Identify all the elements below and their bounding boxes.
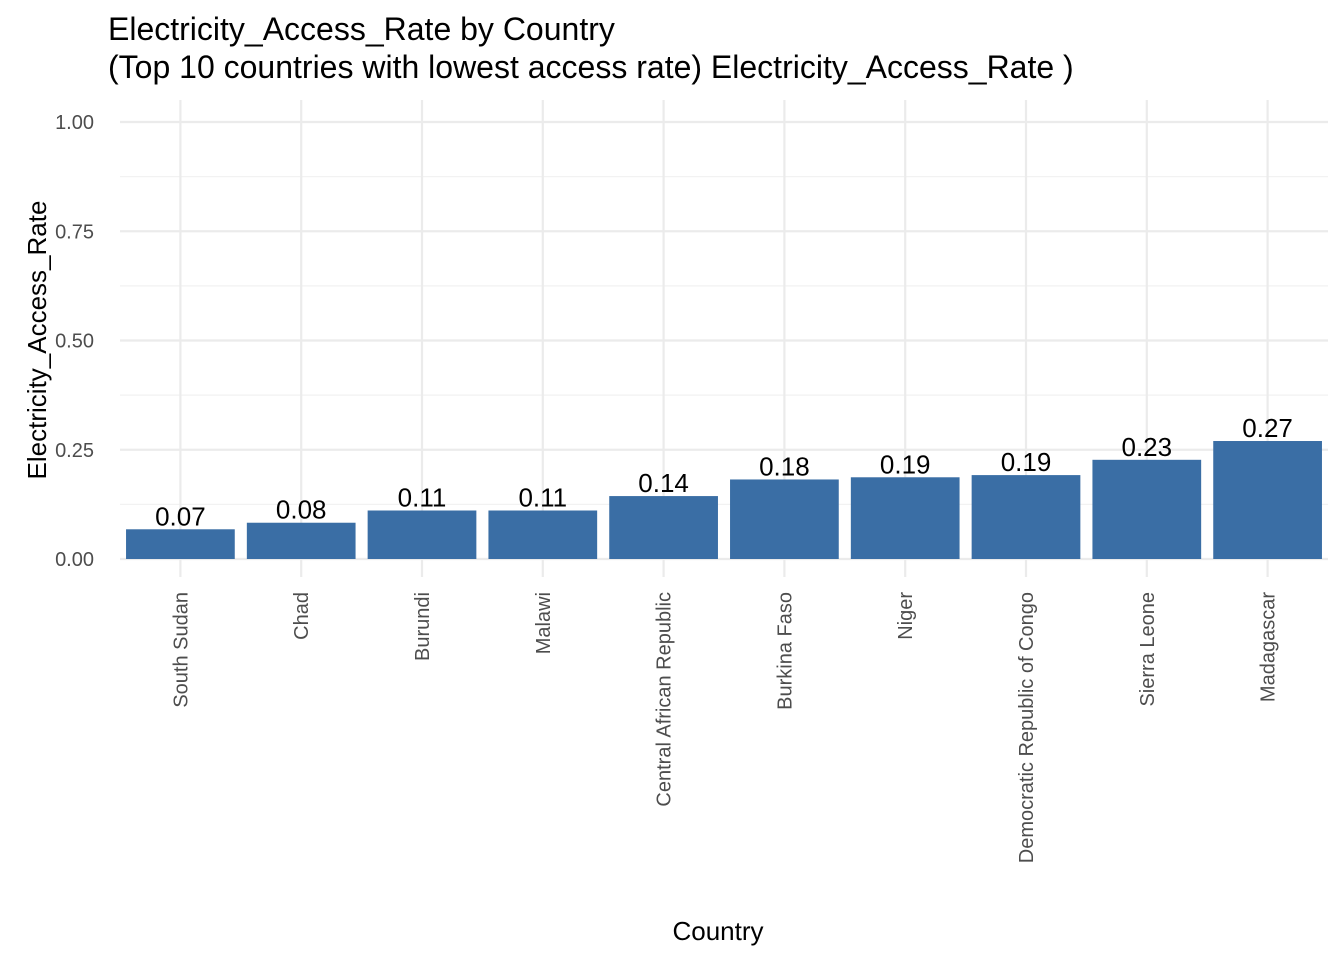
bar <box>488 510 598 559</box>
bar-value-label: 0.08 <box>276 495 327 525</box>
x-tick-label: Malawi <box>533 592 555 654</box>
bar <box>246 522 356 559</box>
bar <box>367 510 477 559</box>
x-tick-label: Democratic Republic of Congo <box>1016 592 1038 863</box>
y-tick-label: 0.00 <box>55 549 94 571</box>
x-tick-label: Burkina Faso <box>774 592 796 710</box>
bar <box>971 475 1081 559</box>
bar <box>609 496 718 559</box>
value-labels: 0.07 0.08 0.11 0.11 0.14 0.18 0.19 0.19 0.23 0.27 <box>155 413 1293 531</box>
bar-value-label: 0.23 <box>1121 432 1172 462</box>
bar <box>126 529 235 559</box>
bar <box>730 479 839 559</box>
bar-value-label: 0.27 <box>1242 413 1293 443</box>
y-tick-label: 1.00 <box>55 112 94 134</box>
bar <box>1213 441 1322 559</box>
chart-title-line-1: Electricity_Access_Rate by Country <box>108 11 615 47</box>
x-tick-label: Niger <box>895 592 917 640</box>
bar <box>850 477 960 559</box>
bars <box>126 441 1322 559</box>
bar-value-label: 0.11 <box>398 482 447 512</box>
x-tick-label: Chad <box>291 592 313 640</box>
x-axis-ticks: South Sudan Chad Burundi Malawi Central Afri… <box>170 592 1279 864</box>
bar-value-label: 0.18 <box>759 451 810 481</box>
bar <box>1092 459 1202 559</box>
x-tick-label: Central African Republic <box>654 592 676 807</box>
bar-value-label: 0.11 <box>518 482 567 512</box>
x-tick-label: Sierra Leone <box>1137 592 1159 707</box>
x-tick-label: South Sudan <box>170 592 192 708</box>
y-axis-title: Electricity_Access_Rate <box>22 201 52 480</box>
y-tick-label: 0.50 <box>55 331 94 353</box>
x-tick-label: Madagascar <box>1258 592 1280 702</box>
bar-value-label: 0.14 <box>638 468 689 498</box>
bar-value-label: 0.07 <box>155 501 206 531</box>
y-tick-label: 0.75 <box>55 221 94 243</box>
bar-value-label: 0.19 <box>880 449 931 479</box>
bar-value-label: 0.19 <box>1001 447 1052 477</box>
y-axis-ticks: 0.00 0.25 0.50 0.75 1.00 <box>55 112 94 571</box>
y-tick-label: 0.25 <box>55 440 94 462</box>
x-axis-title: Country <box>672 916 763 946</box>
chart-title-line-2: (Top 10 countries with lowest access rat… <box>108 49 1074 85</box>
x-tick-label: Burundi <box>412 592 434 661</box>
